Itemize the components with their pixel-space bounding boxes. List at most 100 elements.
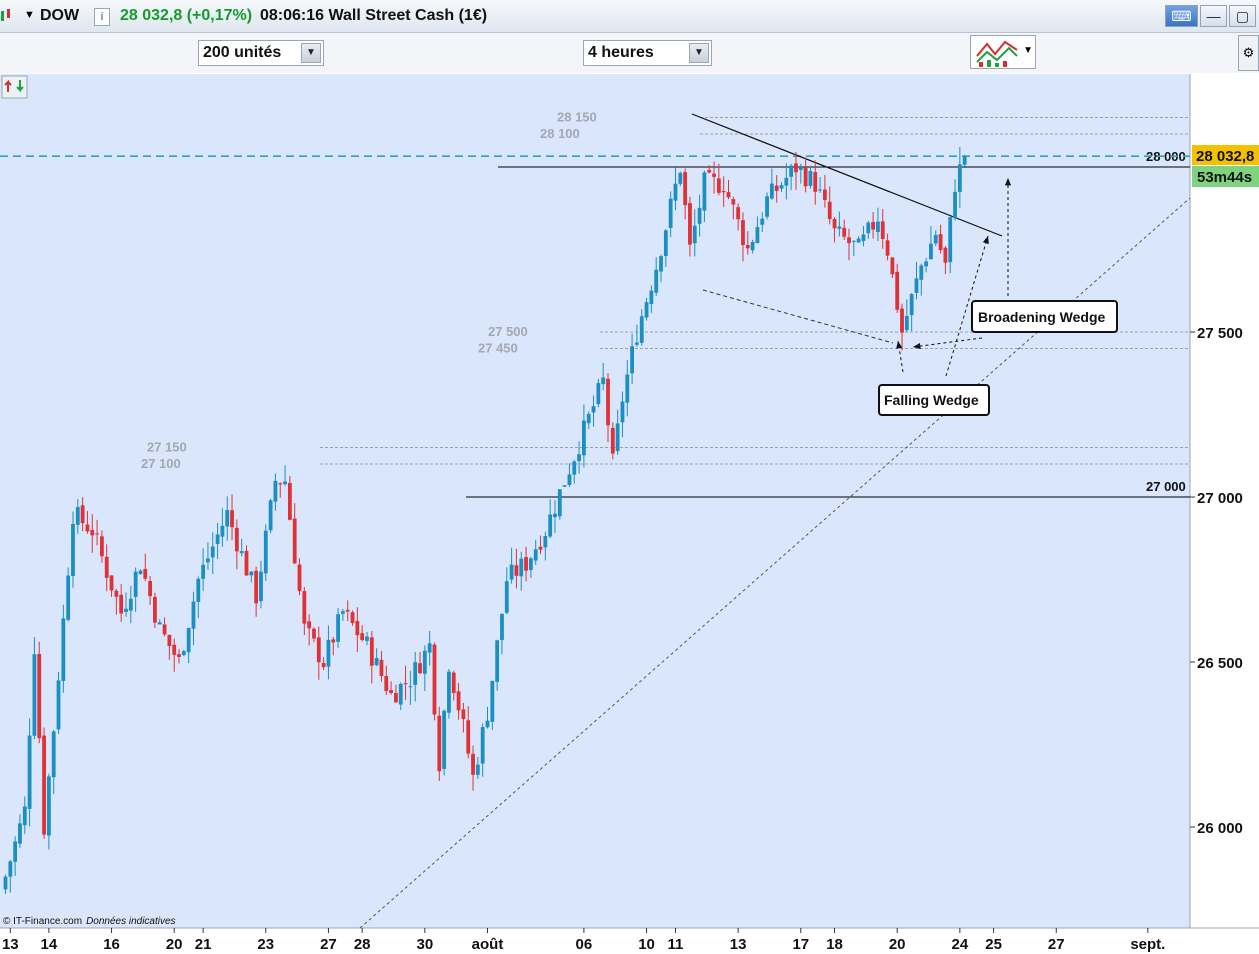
candle-body — [133, 571, 138, 597]
candle-down — [114, 589, 119, 615]
candle-body — [389, 690, 393, 694]
candle-down — [316, 626, 321, 680]
candle-up — [948, 216, 953, 274]
candle-body — [688, 203, 692, 245]
candle-down — [307, 614, 312, 646]
candle-down — [234, 519, 239, 570]
chevron-down-icon[interactable]: ▼ — [1023, 45, 1033, 56]
candle-down — [148, 575, 152, 606]
candle-up — [408, 670, 413, 705]
candle-body — [601, 377, 606, 385]
x-tick-label: 23 — [257, 936, 274, 953]
candle-body — [524, 557, 528, 571]
trendlines-layer — [359, 113, 1191, 929]
candle-up — [22, 796, 27, 835]
candle-body — [837, 226, 842, 229]
y-tick-label: 27 500 — [1197, 325, 1243, 342]
candle-up — [668, 191, 673, 238]
candle-body — [615, 423, 620, 452]
candle-body — [292, 518, 297, 564]
candles-icon[interactable] — [0, 8, 12, 24]
candle-up — [196, 576, 201, 619]
candle-body — [456, 691, 461, 711]
candle-up — [601, 363, 606, 391]
wedge-lower-line — [702, 289, 894, 344]
candle-down — [774, 175, 779, 203]
candle-body — [654, 269, 659, 293]
candle-up — [866, 220, 871, 239]
period-value: 4 heures — [588, 44, 654, 61]
candle-down — [287, 475, 292, 521]
candle-body — [196, 578, 201, 602]
candle-body — [124, 608, 128, 612]
x-tick-label: 27 — [320, 936, 337, 953]
falling-wedge-box — [878, 384, 990, 416]
candle-down — [244, 545, 249, 576]
refresh-button[interactable] — [1, 75, 28, 99]
chevron-down-icon[interactable]: ▼ — [301, 43, 321, 63]
candle-body — [957, 164, 962, 192]
indicators-button[interactable]: ▼ — [970, 35, 1036, 69]
candle-up — [181, 649, 186, 657]
candle-body — [172, 644, 177, 655]
candle-down — [461, 702, 466, 733]
candle-up — [784, 163, 789, 200]
candle-down — [938, 224, 943, 254]
candle-body — [528, 558, 533, 570]
candle-up — [365, 632, 369, 646]
candle-down — [90, 514, 95, 553]
candle-up — [577, 441, 581, 474]
candle-body — [66, 575, 71, 620]
candle-down — [360, 625, 365, 642]
chevron-down-icon[interactable]: ▼ — [689, 43, 709, 63]
side-panel-toggle[interactable]: ⚙ — [1238, 35, 1259, 71]
candle-up — [663, 228, 668, 268]
candle-up — [673, 167, 678, 211]
candle-body — [924, 261, 929, 267]
candle-body — [509, 564, 514, 580]
candle-up — [273, 473, 278, 511]
candle-up — [201, 548, 206, 592]
candle-up — [876, 207, 880, 241]
candle-body — [263, 530, 268, 574]
candle-up — [856, 236, 861, 243]
info-icon[interactable]: i — [94, 8, 110, 26]
maximize-button[interactable]: ▢ — [1229, 5, 1256, 27]
chart-toolbar: 200 unités ▼ 4 heures ▼ ▼ ⚙ — [0, 33, 1259, 73]
candle-down — [895, 263, 900, 313]
candle-body — [856, 238, 861, 243]
candle-body — [466, 720, 471, 754]
candle-down — [721, 176, 726, 207]
candle-up — [779, 182, 784, 193]
candle-body — [500, 613, 504, 641]
symbol-dropdown-icon[interactable]: ▼ — [24, 9, 35, 21]
candle-up — [654, 257, 659, 296]
candle-up — [475, 756, 480, 779]
candle-up — [398, 682, 403, 711]
candle-body — [847, 237, 851, 244]
candle-down — [418, 652, 422, 675]
candle-body — [287, 482, 292, 520]
minimize-button[interactable]: — — [1200, 5, 1227, 27]
candle-body — [22, 806, 27, 826]
candle-up — [220, 508, 225, 547]
candle-up — [427, 630, 432, 666]
candle-up — [750, 239, 755, 254]
candle-body — [707, 169, 712, 173]
x-tick-label: 10 — [638, 936, 655, 953]
candle-body — [818, 189, 822, 191]
period-select[interactable]: 4 heures ▼ — [583, 40, 712, 66]
candle-up — [61, 604, 66, 693]
x-tick-label: 18 — [826, 936, 843, 953]
candle-body — [374, 658, 379, 666]
symbol-label[interactable]: DOW — [40, 7, 80, 24]
candle-body — [750, 241, 755, 251]
candle-up — [71, 511, 75, 588]
candle-up — [186, 627, 191, 664]
candle-up — [480, 723, 485, 777]
keyboard-icon[interactable]: ⌨ — [1165, 5, 1198, 27]
candle-body — [461, 709, 466, 719]
units-select[interactable]: 200 unités ▼ — [198, 40, 324, 66]
candle-body — [900, 308, 904, 333]
